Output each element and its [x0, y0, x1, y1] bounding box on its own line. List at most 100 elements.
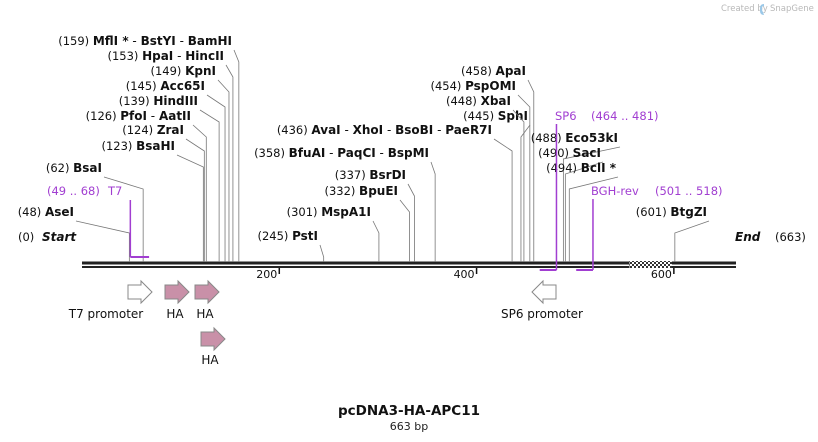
- site-sphi: (445) SphI: [463, 109, 531, 262]
- site-leader-line: [430, 161, 436, 262]
- site-hpai: (153) HpaI - HincII: [107, 49, 234, 262]
- end-label: End: [735, 230, 761, 244]
- feature-arrow-icon: [127, 279, 153, 305]
- site-leader-line: [103, 176, 144, 262]
- site-label: (245) PstI: [257, 229, 318, 243]
- feature-label: HA: [166, 307, 184, 321]
- feature-arrow-icon: [531, 279, 557, 305]
- site-asei: (48) AseI: [18, 205, 130, 262]
- site-bfuai: (358) BfuAI - PaqCI - BspMI: [254, 146, 436, 262]
- site-bcli: (494) BclI *: [546, 161, 619, 262]
- site-leader-line: [407, 183, 415, 262]
- feature-label: SP6 promoter: [501, 307, 583, 321]
- site-label: (48) AseI: [18, 205, 74, 219]
- start-position: (0): [18, 230, 34, 244]
- site-leader-line: [185, 138, 205, 262]
- site-label: (337) BsrDI: [335, 168, 406, 182]
- site-label: (301) MspA1I: [287, 205, 371, 219]
- site-label: (332) BpuEI: [324, 184, 398, 198]
- site-acc65i: (145) Acc65I: [126, 79, 226, 262]
- site-bpuei: (332) BpuEI: [324, 184, 410, 262]
- site-leader-line: [75, 220, 130, 262]
- brand-text: SnapGene: [770, 4, 814, 14]
- feature-arrow-icon: [200, 326, 226, 352]
- feature-label: HA: [196, 307, 214, 321]
- primer-range: (49 .. 68): [47, 184, 100, 198]
- feature-label: T7 promoter: [68, 307, 144, 321]
- site-apai: (458) ApaI: [461, 64, 535, 262]
- site-label: (358) BfuAI - PaqCI - BspMI: [254, 146, 429, 160]
- site-label: (149) KpnI: [151, 64, 217, 78]
- site-label: (458) ApaI: [461, 64, 526, 78]
- tick-label: 600: [651, 268, 672, 281]
- site-leader-line: [493, 138, 513, 262]
- tick-label: 200: [256, 268, 277, 281]
- site-bsrdi: (337) BsrDI: [335, 168, 415, 262]
- site-bsahi: (123) BsaHI: [102, 139, 204, 262]
- credit-text: Created by: [721, 4, 768, 14]
- end-position: (663): [775, 230, 806, 244]
- primer-sp6: SP6 (464 .. 481): [539, 109, 659, 271]
- hatched-region: [629, 261, 672, 268]
- primer-range: (464 .. 481): [591, 109, 659, 123]
- site-leader-line: [176, 154, 204, 262]
- site-label: (139) HindIII: [119, 94, 198, 108]
- site-leader-line: [206, 94, 226, 262]
- site-bsai: (62) BsaI: [46, 161, 144, 262]
- snapgene-logo-icon: [760, 4, 764, 15]
- site-leader-line: [192, 124, 207, 262]
- primer-name: T7: [107, 184, 122, 198]
- backbone: [82, 261, 736, 268]
- feature-ha: HA: [164, 279, 190, 321]
- site-pspomi: (454) PspOMI: [430, 79, 531, 262]
- primer-name: SP6: [555, 109, 577, 123]
- site-leader-line: [520, 124, 531, 262]
- site-xbai: (448) XbaI: [446, 94, 525, 262]
- start-label: Start: [42, 230, 77, 244]
- primers: (49 .. 68) T7 SP6 (464 .. 481) BGH-rev (501 .…: [47, 109, 723, 271]
- site-leader-line: [527, 79, 535, 262]
- map-length: 663 bp: [390, 420, 428, 433]
- site-label: (454) PspOMI: [430, 79, 516, 93]
- site-label: (488) Eco53kI: [531, 131, 618, 145]
- feature-ha: HA: [194, 279, 220, 321]
- site-leader-line: [562, 146, 621, 262]
- restriction-sites: (48) AseI(62) BsaI(123) BsaHI(124) ZraI(…: [18, 34, 710, 262]
- tick-label: 400: [454, 268, 475, 281]
- site-mspa1i: (301) MspA1I: [287, 205, 380, 262]
- site-label: (145) Acc65I: [126, 79, 205, 93]
- primer-range: (501 .. 518): [655, 184, 723, 198]
- site-hindiii: (139) HindIII: [119, 94, 220, 262]
- site-leader-line: [199, 109, 220, 262]
- site-leader-line: [568, 176, 619, 262]
- site-leader-line: [319, 244, 325, 262]
- site-leader-line: [217, 79, 230, 262]
- feature-arrow-icon: [164, 279, 190, 305]
- site-leader-line: [233, 49, 240, 262]
- site-label: (126) PfoI - AatII: [86, 109, 191, 123]
- primer-bgh-rev: BGH-rev (501 .. 518): [576, 184, 723, 271]
- primer-name: BGH-rev: [591, 184, 639, 198]
- features: T7 promoter HA HA HA SP6 promoter: [68, 279, 583, 367]
- site-label: (448) XbaI: [446, 94, 511, 108]
- site-label: (153) HpaI - HincII: [107, 49, 224, 63]
- feature-ha: HA: [200, 326, 226, 367]
- site-leader-line: [225, 64, 234, 262]
- site-label: (445) SphI: [463, 109, 528, 123]
- site-leader-line: [674, 220, 710, 262]
- site-label: (490) SacI: [538, 146, 601, 160]
- site-saci: (490) SacI: [538, 146, 604, 262]
- feature-arrow-icon: [194, 279, 220, 305]
- site-label: (124) ZraI: [122, 123, 184, 137]
- site-label: (601) BtgZI: [636, 205, 707, 219]
- site-avai: (436) AvaI - XhoI - BsoBI - PaeR7I: [277, 123, 513, 262]
- site-mfli: (159) MflI * - BstYI - BamHI: [58, 34, 240, 262]
- site-pfoi: (126) PfoI - AatII: [86, 109, 207, 262]
- site-label: (494) BclI *: [546, 161, 617, 175]
- map-title: pcDNA3-HA-APC11: [338, 403, 480, 419]
- site-label: (436) AvaI - XhoI - BsoBI - PaeR7I: [277, 123, 492, 137]
- feature-label: HA: [201, 353, 219, 367]
- site-label: (62) BsaI: [46, 161, 102, 175]
- site-zrai: (124) ZraI: [122, 123, 205, 262]
